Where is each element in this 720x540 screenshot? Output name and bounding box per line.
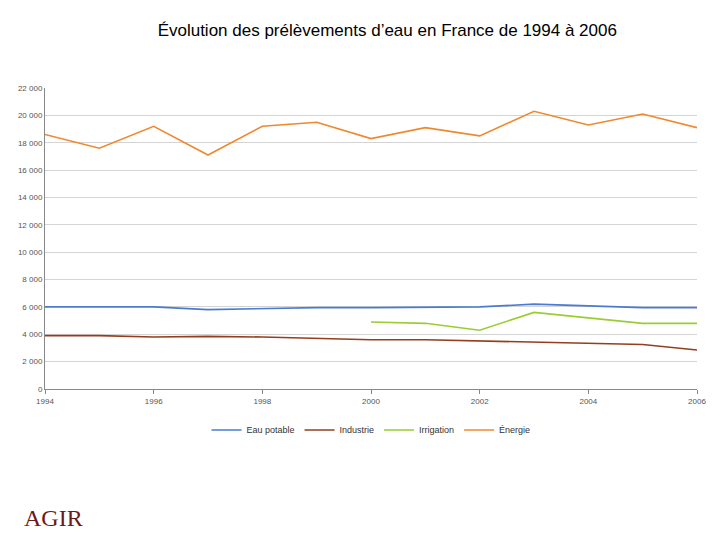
svg-text:Eau potable: Eau potable bbox=[247, 425, 295, 435]
svg-text:AGIR: AGIR bbox=[24, 505, 83, 531]
svg-text:18 000: 18 000 bbox=[18, 139, 43, 148]
svg-text:2004: 2004 bbox=[579, 397, 597, 406]
svg-text:16 000: 16 000 bbox=[18, 166, 43, 175]
svg-text:2 000: 2 000 bbox=[22, 357, 43, 366]
svg-text:22 000: 22 000 bbox=[18, 84, 43, 93]
svg-text:4 000: 4 000 bbox=[22, 330, 43, 339]
svg-text:12 000: 12 000 bbox=[18, 221, 43, 230]
svg-text:14 000: 14 000 bbox=[18, 193, 43, 202]
svg-text:Industrie: Industrie bbox=[340, 425, 375, 435]
svg-text:Irrigation: Irrigation bbox=[419, 425, 454, 435]
svg-text:6 000: 6 000 bbox=[22, 303, 43, 312]
svg-text:1998: 1998 bbox=[253, 397, 271, 406]
svg-text:2002: 2002 bbox=[471, 397, 489, 406]
svg-text:1994: 1994 bbox=[36, 397, 54, 406]
svg-text:20 000: 20 000 bbox=[18, 111, 43, 120]
svg-text:2000: 2000 bbox=[362, 397, 380, 406]
svg-text:1996: 1996 bbox=[145, 397, 163, 406]
svg-text:2006: 2006 bbox=[688, 397, 706, 406]
svg-text:Évolution des prélèvements d’e: Évolution des prélèvements d’eau en Fran… bbox=[158, 21, 617, 40]
svg-text:8 000: 8 000 bbox=[22, 275, 43, 284]
svg-text:Énergie: Énergie bbox=[499, 425, 530, 435]
svg-text:0: 0 bbox=[38, 385, 43, 394]
svg-text:10 000: 10 000 bbox=[18, 248, 43, 257]
